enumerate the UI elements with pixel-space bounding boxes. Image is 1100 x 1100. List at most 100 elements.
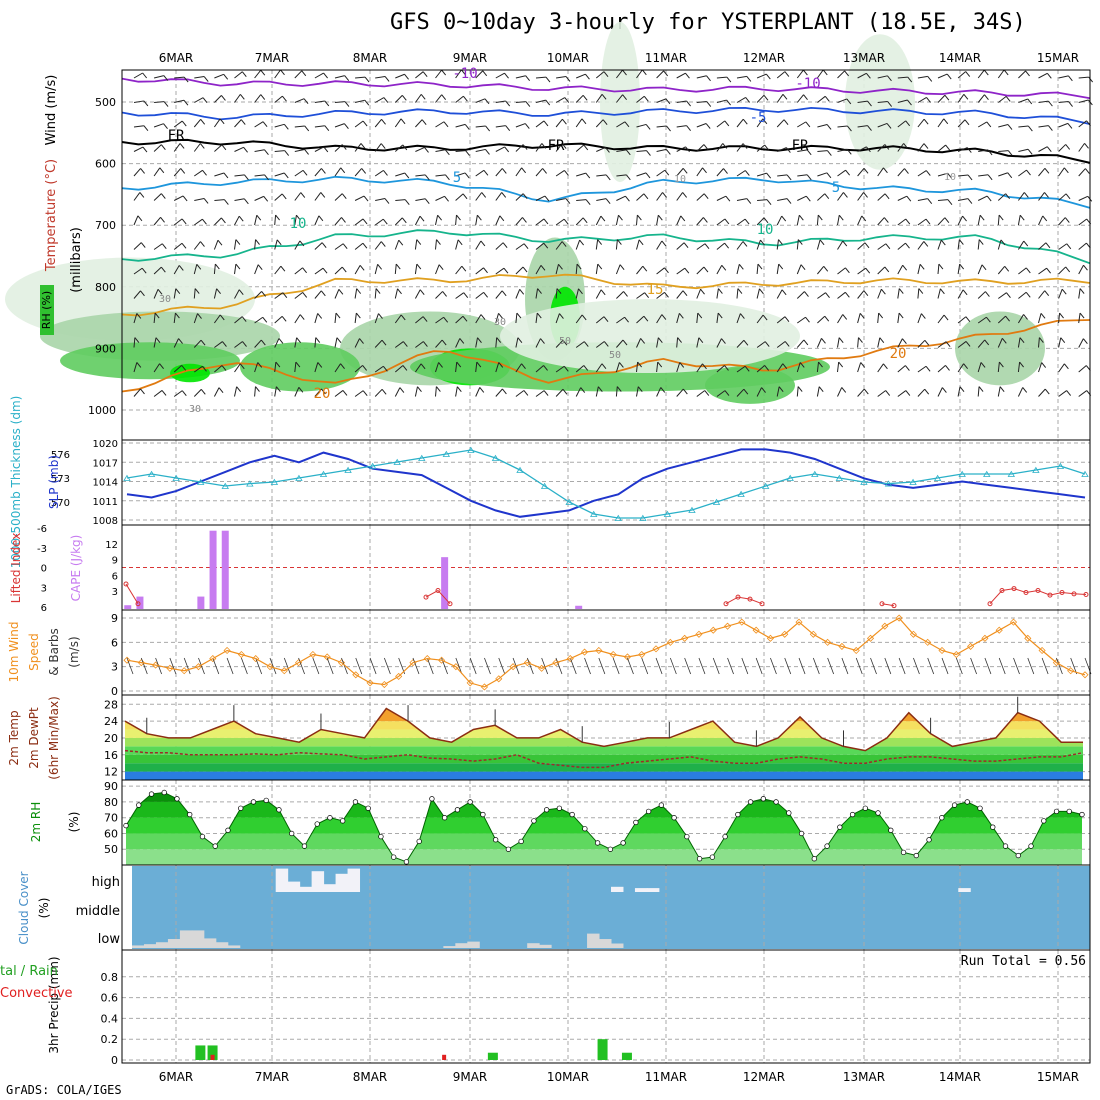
- upper-wind-barb-flag: [826, 124, 832, 130]
- upper-wind-barb: [636, 123, 647, 128]
- upper-wind-barb: [234, 289, 240, 299]
- upper-wind-barb: [595, 119, 604, 128]
- upper-wind-barb-flag: [1079, 288, 1085, 294]
- upper-wind-barb: [435, 195, 445, 201]
- upper-wind-barb-flag: [745, 97, 751, 103]
- upper-wind-barb: [1038, 267, 1047, 275]
- upper-wind-barb: [957, 341, 967, 348]
- rh-marker: [607, 846, 614, 852]
- upper-wind-barb-flag: [380, 143, 386, 149]
- upper-wind-barb-flag: [521, 363, 526, 370]
- upper-wind-barb-flag: [221, 365, 227, 371]
- upper-wind-barb-flag: [721, 338, 726, 344]
- upper-wind-barb: [515, 363, 522, 373]
- slp-tick-label: 1020: [93, 439, 118, 450]
- high-cloud-block: [646, 888, 660, 892]
- wind-speed-marker: [795, 618, 803, 626]
- rh-marker: [123, 822, 129, 829]
- upper-wind-barb-flag: [703, 144, 709, 150]
- upper-wind-barb: [274, 193, 283, 201]
- upper-wind-barb: [877, 337, 881, 348]
- upper-wind-barb-flag: [1005, 193, 1011, 200]
- upper-wind-barb-flag: [182, 195, 188, 202]
- upper-wind-barb: [776, 316, 786, 324]
- upper-wind-barb: [575, 314, 583, 324]
- precip-total-bar: [195, 1045, 206, 1060]
- upper-wind-barb: [736, 97, 746, 103]
- rh-marker: [786, 810, 792, 816]
- upper-wind-barb-flag: [863, 192, 868, 198]
- upper-wind-barb-flag: [803, 94, 808, 100]
- surface-wind-barb: [770, 657, 777, 675]
- rh-marker: [645, 808, 652, 815]
- upper-wind-barb-flag: [605, 174, 611, 181]
- upper-wind-barb: [676, 192, 684, 201]
- upper-wind-barb: [435, 121, 445, 128]
- upper-wind-barb-flag: [884, 266, 890, 273]
- pressure-tick-label: 800: [95, 281, 116, 294]
- low-cloud-block: [527, 943, 540, 948]
- upper-wind-barb: [917, 170, 927, 177]
- upper-wind-barb: [1017, 387, 1024, 397]
- low-cloud-block: [611, 943, 624, 948]
- upper-wind-barb: [254, 121, 264, 128]
- upper-wind-barb-flag: [154, 312, 160, 319]
- upper-wind-barb: [636, 338, 642, 348]
- rh2-tick-label: 50: [104, 843, 118, 856]
- surface-wind-barb: [755, 657, 763, 675]
- upper-wind-barb: [495, 215, 501, 226]
- upper-wind-barb: [917, 264, 921, 275]
- upper-wind-barb-flag: [444, 195, 449, 202]
- label-millibars: (millibars): [69, 227, 84, 293]
- date-label-bottom: 9MAR: [453, 1070, 488, 1084]
- upper-wind-barb-flag: [603, 71, 609, 77]
- upper-wind-barb: [153, 144, 162, 152]
- upper-wind-barb-flag: [583, 365, 589, 371]
- upper-wind-barb: [475, 125, 486, 128]
- wind-speed-marker: [323, 653, 331, 661]
- upper-wind-barb-flag: [359, 338, 364, 344]
- upper-wind-barb-flag: [200, 339, 206, 346]
- upper-wind-barb-flag: [597, 239, 603, 245]
- upper-wind-barb: [656, 291, 665, 299]
- upper-wind-barb: [897, 168, 905, 177]
- upper-wind-barb: [696, 167, 703, 177]
- upper-wind-barb: [857, 267, 867, 275]
- upper-wind-barb-flag: [724, 390, 730, 396]
- high-cloud-block: [347, 868, 361, 892]
- cape-bar: [441, 557, 449, 609]
- upper-wind-barb: [917, 365, 927, 373]
- upper-wind-barb-flag: [321, 242, 327, 248]
- upper-wind-barb-flag: [261, 291, 267, 297]
- upper-wind-barb: [294, 291, 304, 299]
- upper-wind-barb-flag: [702, 167, 707, 174]
- upper-wind-barb: [294, 240, 301, 250]
- low-cloud-block: [587, 933, 600, 948]
- upper-wind-barb-flag: [159, 167, 165, 174]
- upper-wind-barb-flag: [718, 288, 723, 294]
- upper-wind-barb-flag: [998, 361, 1004, 368]
- upper-wind-barb: [897, 265, 904, 275]
- upper-wind-barb: [193, 388, 202, 397]
- upper-wind-barb: [716, 365, 725, 373]
- upper-wind-barb-flag: [521, 167, 527, 174]
- upper-wind-barb: [837, 314, 844, 324]
- upper-wind-barb: [616, 69, 623, 79]
- upper-wind-barb-flag: [565, 198, 571, 204]
- upper-wind-barb: [133, 313, 138, 324]
- upper-wind-barb: [455, 123, 466, 128]
- upper-wind-barb-flag: [242, 341, 247, 347]
- upper-wind-barb: [796, 239, 799, 250]
- upper-wind-barb: [555, 241, 563, 250]
- upper-wind-barb: [475, 169, 485, 177]
- upper-wind-barb-flag: [838, 361, 844, 368]
- upper-wind-barb-flag: [1065, 266, 1071, 273]
- upper-wind-barb-flag: [824, 96, 830, 102]
- upper-wind-barb: [334, 266, 343, 275]
- upper-wind-barb: [797, 174, 808, 177]
- rh-marker: [773, 799, 779, 805]
- upper-wind-barb-flag: [784, 341, 790, 347]
- upper-wind-barb-flag: [421, 119, 427, 125]
- surface-wind-barb: [641, 657, 649, 675]
- upper-wind-barb: [756, 172, 767, 177]
